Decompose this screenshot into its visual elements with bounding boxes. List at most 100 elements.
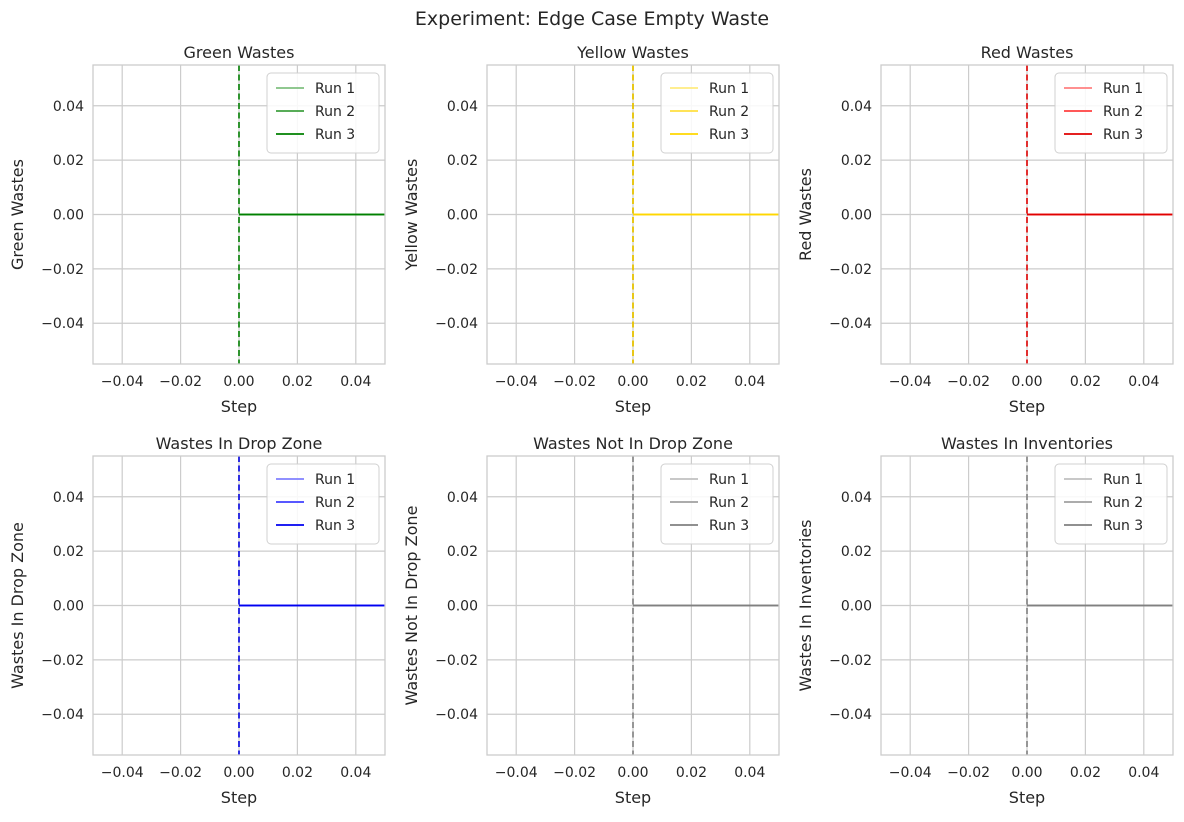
subplot-title: Red Wastes bbox=[981, 43, 1074, 62]
x-tick-label: 0.04 bbox=[340, 374, 371, 390]
x-tick-label: 0.02 bbox=[282, 374, 313, 390]
legend-entry: Run 2 bbox=[709, 104, 749, 120]
x-tick-label: −0.04 bbox=[101, 374, 144, 390]
x-tick-label: −0.04 bbox=[889, 374, 932, 390]
legend-entry: Run 2 bbox=[315, 104, 355, 120]
x-tick-label: −0.04 bbox=[889, 765, 932, 781]
y-tick-label: −0.02 bbox=[41, 262, 84, 278]
y-tick-label: −0.04 bbox=[41, 316, 84, 332]
subplot-wastes-in-drop-zone: −0.04 −0.02 0.00 0.02 0.040.040.020.00−0.02−… bbox=[8, 434, 386, 807]
y-tick-label: −0.04 bbox=[41, 707, 84, 723]
y-axis-label: Red Wastes bbox=[796, 168, 815, 261]
legend-box bbox=[660, 72, 774, 154]
subplot-title: Green Wastes bbox=[184, 43, 295, 62]
y-tick-label: 0.02 bbox=[53, 153, 84, 169]
y-tick-label: 0.00 bbox=[841, 208, 872, 224]
y-axis-label: Wastes Not In Drop Zone bbox=[402, 506, 421, 706]
x-tick-label: 0.04 bbox=[1128, 765, 1159, 781]
y-axis-label: Green Wastes bbox=[8, 159, 27, 270]
x-axis-label: Step bbox=[221, 788, 257, 807]
legend: Run 1 Run 2 Run 3 bbox=[660, 463, 774, 545]
y-axis-label: Yellow Wastes bbox=[402, 159, 421, 272]
y-tick-label: 0.02 bbox=[447, 153, 478, 169]
x-axis-label: Step bbox=[1009, 397, 1045, 416]
x-axis-label: Step bbox=[1009, 788, 1045, 807]
legend: Run 1 Run 2 Run 3 bbox=[266, 72, 380, 154]
legend-box bbox=[266, 463, 380, 545]
axes-frame bbox=[92, 455, 386, 756]
figure-suptitle: Experiment: Edge Case Empty Waste bbox=[415, 8, 769, 30]
x-tick-label: 0.00 bbox=[223, 765, 254, 781]
y-tick-label: −0.02 bbox=[41, 653, 84, 669]
x-tick-label: 0.02 bbox=[282, 765, 313, 781]
x-tick-label: 0.00 bbox=[617, 765, 648, 781]
legend-entry: Run 1 bbox=[315, 81, 355, 97]
legend-box bbox=[1054, 463, 1168, 545]
legend-entry: Run 2 bbox=[1103, 495, 1143, 511]
x-tick-label: −0.02 bbox=[947, 374, 990, 390]
legend-entry: Run 3 bbox=[1103, 127, 1143, 143]
legend-entry: Run 1 bbox=[709, 81, 749, 97]
y-axis-label: Wastes In Inventories bbox=[796, 520, 815, 692]
legend-entry: Run 3 bbox=[1103, 518, 1143, 534]
x-axis-label: Step bbox=[221, 397, 257, 416]
axes-frame bbox=[880, 455, 1174, 756]
y-tick-label: 0.02 bbox=[53, 544, 84, 560]
y-tick-label: 0.04 bbox=[841, 490, 872, 506]
subplot-yellow-wastes: −0.04 −0.02 0.00 0.02 0.040.040.020.00−0.02−… bbox=[402, 43, 780, 416]
subplot-title: Wastes In Inventories bbox=[941, 434, 1113, 453]
subplot-title: Wastes Not In Drop Zone bbox=[533, 434, 733, 453]
y-tick-label: −0.02 bbox=[435, 262, 478, 278]
y-tick-label: 0.00 bbox=[841, 599, 872, 615]
y-tick-label: 0.02 bbox=[841, 544, 872, 560]
x-tick-label: 0.02 bbox=[1070, 374, 1101, 390]
subplot-grid: −0.04 −0.02 0.00 0.02 0.040.040.020.00−0.02−… bbox=[8, 43, 1174, 807]
legend: Run 1 Run 2 Run 3 bbox=[1054, 463, 1168, 545]
subplot-wastes-in-inventories: −0.04 −0.02 0.00 0.02 0.040.040.020.00−0.02−… bbox=[796, 434, 1174, 807]
legend-box bbox=[266, 72, 380, 154]
y-tick-label: −0.02 bbox=[435, 653, 478, 669]
subplot-red-wastes: −0.04 −0.02 0.00 0.02 0.040.040.020.00−0.02−… bbox=[796, 43, 1174, 416]
x-tick-label: −0.02 bbox=[553, 374, 596, 390]
x-tick-label: 0.00 bbox=[223, 374, 254, 390]
x-tick-label: −0.04 bbox=[495, 374, 538, 390]
x-tick-label: 0.02 bbox=[676, 374, 707, 390]
legend-entry: Run 2 bbox=[315, 495, 355, 511]
y-tick-label: 0.02 bbox=[447, 544, 478, 560]
legend: Run 1 Run 2 Run 3 bbox=[266, 463, 380, 545]
legend-entry: Run 1 bbox=[709, 472, 749, 488]
y-tick-label: −0.04 bbox=[829, 316, 872, 332]
x-tick-label: 0.04 bbox=[340, 765, 371, 781]
y-tick-label: −0.04 bbox=[435, 316, 478, 332]
legend-box bbox=[660, 463, 774, 545]
x-tick-label: 0.04 bbox=[734, 765, 765, 781]
y-tick-label: 0.04 bbox=[447, 490, 478, 506]
subplot-title: Yellow Wastes bbox=[576, 43, 689, 62]
legend-entry: Run 2 bbox=[709, 495, 749, 511]
y-tick-label: −0.04 bbox=[435, 707, 478, 723]
axes-frame bbox=[486, 64, 780, 365]
x-tick-label: −0.04 bbox=[495, 765, 538, 781]
legend-entry: Run 1 bbox=[1103, 472, 1143, 488]
subplot-title: Wastes In Drop Zone bbox=[156, 434, 323, 453]
legend-entry: Run 3 bbox=[315, 518, 355, 534]
y-axis-label: Wastes In Drop Zone bbox=[8, 522, 27, 689]
y-tick-label: −0.02 bbox=[829, 653, 872, 669]
legend-entry: Run 3 bbox=[709, 518, 749, 534]
x-tick-label: 0.02 bbox=[1070, 765, 1101, 781]
x-tick-label: 0.04 bbox=[1128, 374, 1159, 390]
subplot-green-wastes: −0.04 −0.02 0.00 0.02 0.040.040.020.00−0.02−… bbox=[8, 43, 386, 416]
y-tick-label: 0.02 bbox=[841, 153, 872, 169]
y-tick-label: −0.04 bbox=[829, 707, 872, 723]
x-tick-label: 0.02 bbox=[676, 765, 707, 781]
legend-entry: Run 3 bbox=[315, 127, 355, 143]
legend: Run 1 Run 2 Run 3 bbox=[660, 72, 774, 154]
y-tick-label: 0.00 bbox=[447, 599, 478, 615]
axes-frame bbox=[92, 64, 386, 365]
x-tick-label: −0.02 bbox=[159, 765, 202, 781]
axes-frame bbox=[880, 64, 1174, 365]
legend-entry: Run 2 bbox=[1103, 104, 1143, 120]
y-tick-label: 0.04 bbox=[841, 99, 872, 115]
y-tick-label: 0.04 bbox=[53, 99, 84, 115]
